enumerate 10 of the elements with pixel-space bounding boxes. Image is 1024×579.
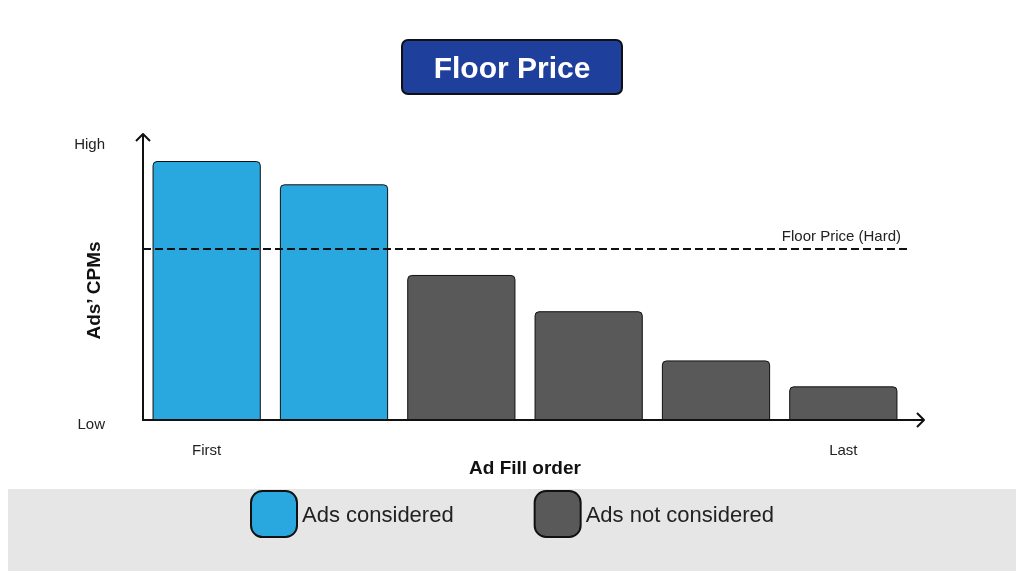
text: High <box>74 135 105 152</box>
y-axis-title: Ads’ CPMs <box>83 241 104 340</box>
text: Low <box>77 415 106 432</box>
x-tick-label: Last <box>829 441 859 458</box>
x-tick-label: First <box>192 441 223 458</box>
chart-title: Floor Price <box>433 50 591 84</box>
legend-label: Ads not considered <box>585 501 774 527</box>
ref-line-label: Floor Price (Hard) <box>781 227 901 245</box>
x-axis-title: Ad Fill order <box>469 456 582 478</box>
legend-label: Ads considered <box>302 501 454 527</box>
